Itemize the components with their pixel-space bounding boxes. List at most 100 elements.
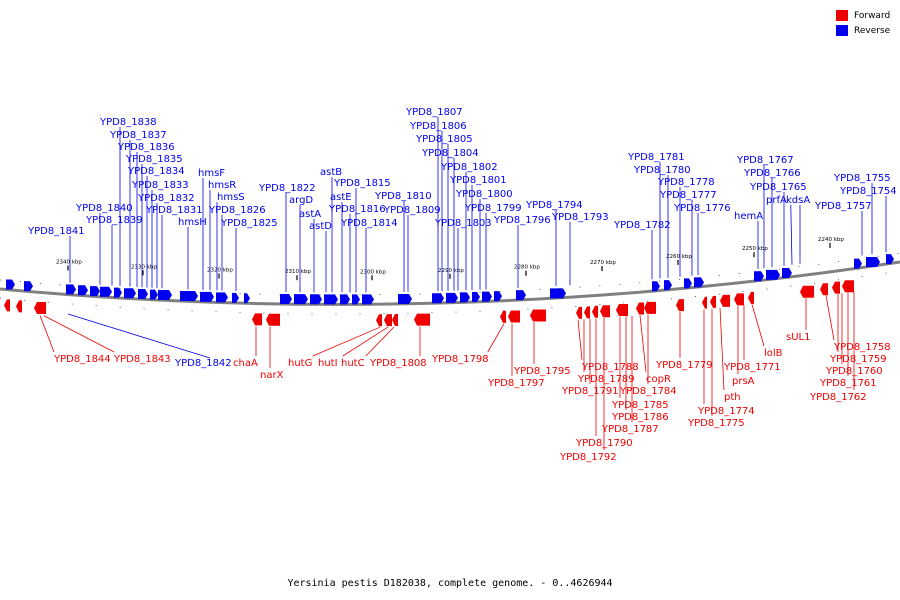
forward-gene-label: YPD8_1771 [723,362,781,373]
reverse-gene-label: astD [309,221,332,232]
forward-gene-label: chaA [233,358,258,369]
reverse-gene [124,288,136,299]
forward-gene-label: hutI [318,358,338,369]
forward-gene-label: YPD8_1789 [577,374,635,385]
reverse-gene-label: YPD8_1754 [839,186,897,197]
forward-gene-label: YPD8_1797 [487,378,545,389]
forward-gene-label: YPD8_1784 [619,386,677,397]
forward-gene-label: YPD8_1785 [611,400,669,411]
reverse-gene-label: YPD8_1794 [525,200,583,211]
reverse-gene-label: YPD8_1834 [127,166,185,177]
reverse-gene-label: YPD8_1836 [117,142,175,153]
forward-leader [39,315,55,353]
forward-gene-label: YPD8_1762 [809,392,867,403]
reverse-leader [790,204,793,265]
reverse-gene-label: YPD8_1802 [440,162,498,173]
reverse-gene [854,258,862,269]
reverse-gene [294,294,308,305]
reverse-gene [652,281,660,292]
forward-gene-label: YPD8_1774 [697,406,755,417]
forward-gene [702,296,707,309]
reverse-gene-label: hmsF [198,168,225,179]
forward-gene [832,281,840,294]
forward-gene-label: YPD8_1792 [559,452,617,463]
forward-gene-label: hutG [288,358,312,369]
reverse-gene [482,291,492,302]
reverse-gene-label: YPD8_1839 [85,215,143,226]
reverse-gene [446,292,458,303]
reverse-gene-label: astE [330,192,352,203]
forward-gene [636,302,644,315]
reverse-gene [310,294,322,305]
reverse-gene-label: YPD8_1767 [736,155,794,166]
forward-gene-label: YPD8_1798 [431,354,489,365]
reverse-gene-label: YPD8_1804 [421,148,479,159]
forward-gene [592,305,598,318]
forward-gene [644,301,656,314]
reverse-gene-label: YPD8_1801 [449,175,507,186]
reverse-gene-label: YPD8_1793 [551,212,609,223]
reverse-gene [694,277,704,288]
forward-gene-label: YPD8_1843 [113,354,171,365]
forward-gene [720,294,730,307]
reverse-gene-label: YPD8_1766 [743,168,801,179]
scale-tick-label: 2240 kbp [818,237,844,243]
forward-gene [384,314,392,327]
reverse-gene-label: kdsA [786,195,810,206]
scale-tick-label: 2340 kbp [56,260,82,266]
forward-leader [365,326,395,357]
reverse-gene [866,256,880,267]
reverse-gene [114,287,122,298]
reverse-gene-label: YPD8_1822 [258,183,316,194]
reverse-gene-label: YPD8_1782 [613,220,671,231]
reverse-gene-label: astB [320,167,342,178]
reverse-gene-label: YPD8_1840 [75,203,133,214]
forward-leader [43,315,115,353]
reverse-gene [460,292,470,303]
forward-gene-label: narX [260,370,284,381]
reverse-gene [90,286,100,297]
reverse-gene [340,294,350,305]
forward-gene [34,301,46,314]
reverse-gene [472,292,480,303]
reverse-gene-label: YPD8_1837 [109,130,167,141]
forward-leader [719,307,725,391]
forward-gene-label: YPD8_1844 [53,354,111,365]
reverse-gene [180,291,198,302]
reverse-gene [200,291,214,302]
forward-gene-label: YPD8_1787 [601,424,659,435]
forward-gene [616,304,628,317]
reverse-gene-label: YPD8_1835 [125,154,183,165]
forward-leader [639,315,647,373]
reverse-gene [78,285,88,296]
forward-gene [392,314,398,327]
forward-gene-label: YPD8_1761 [819,378,877,389]
reverse-gene-label: hmsS [217,192,245,203]
reverse-gene-label: hemA [734,211,763,222]
forward-gene-label: YPD8_1758 [833,342,891,353]
forward-gene-label: YPD8_1779 [655,360,713,371]
forward-gene [376,314,382,327]
reverse-gene [324,294,338,305]
forward-gene [16,300,22,313]
forward-gene [252,313,262,326]
forward-gene [734,293,744,306]
reverse-genes [6,254,894,305]
forward-genes [4,280,854,327]
reverse-gene-label: YPD8_1776 [673,203,731,214]
reverse-gene [280,293,292,304]
reverse-gene-label: YPD8_1810 [374,191,432,202]
legend-reverse-label: Reverse [854,25,891,36]
reverse-gene [244,293,250,304]
reverse-gene [684,278,692,289]
reverse-gene-label: YPD8_1815 [333,178,391,189]
forward-gene-label: YPD8_1808 [369,358,427,369]
label-1842: YPD8_1842 [174,358,232,369]
reverse-gene [352,294,360,305]
reverse-gene-label: hmsH [178,217,207,228]
reverse-gene-label: YPD8_1809 [383,205,441,216]
reverse-gene [886,254,894,265]
forward-gene [676,299,684,312]
